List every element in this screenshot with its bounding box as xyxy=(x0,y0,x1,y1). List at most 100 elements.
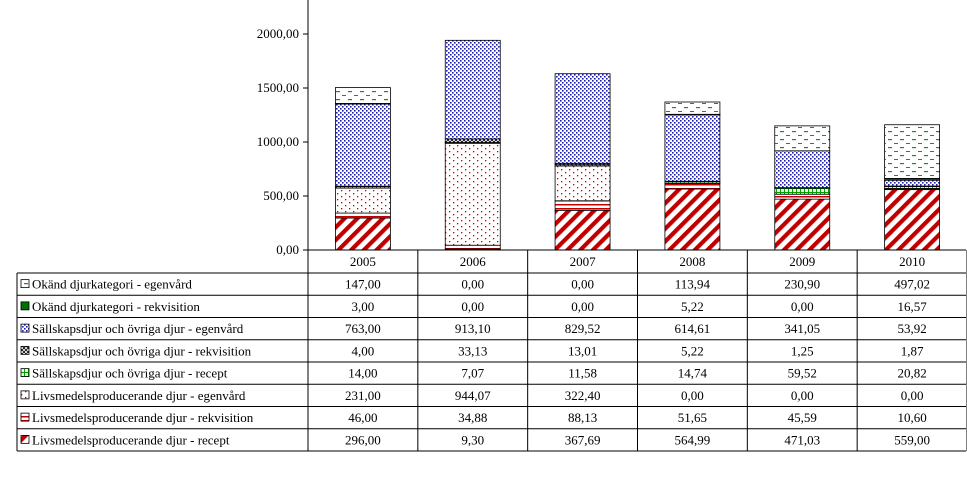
table-cell-value: 0,00 xyxy=(791,299,814,314)
table-cell-value: 7,07 xyxy=(461,366,484,381)
series-name: Livsmedelsproducerande djur - recept xyxy=(32,432,230,447)
table-cell-value: 147,00 xyxy=(345,277,381,292)
bar-segment xyxy=(335,217,391,251)
bars xyxy=(335,39,940,251)
table-cell-value: 3,00 xyxy=(352,299,375,314)
table-cell-value: 0,00 xyxy=(461,277,484,292)
table-cell-value: 944,07 xyxy=(455,388,491,403)
bar-segment xyxy=(774,187,831,195)
legend-key xyxy=(20,412,30,422)
bar-segment xyxy=(444,244,501,250)
table-cell-value: 296,00 xyxy=(345,432,381,447)
table-cell-value: 230,90 xyxy=(784,277,820,292)
series-name: Livsmedelsproducerande djur - egenvård xyxy=(32,388,246,403)
bar-segment xyxy=(774,125,831,152)
y-tick-label: 0,00 xyxy=(276,242,299,257)
table-cell-value: 829,52 xyxy=(565,321,601,336)
category-label: 2007 xyxy=(570,254,597,269)
bar-segment xyxy=(554,73,611,164)
table-cell-value: 4,00 xyxy=(352,343,375,358)
table-cell-value: 59,52 xyxy=(788,366,817,381)
bar-segment xyxy=(664,188,721,251)
table-cell-value: 322,40 xyxy=(565,388,601,403)
table-cell-value: 564,99 xyxy=(675,432,711,447)
table-cell-value: 913,10 xyxy=(455,321,491,336)
legend-key xyxy=(20,279,30,289)
bar-segment xyxy=(554,209,611,251)
y-tick-label: 500,00 xyxy=(263,188,299,203)
table-cell-value: 471,03 xyxy=(784,432,820,447)
table-cell-value: 14,00 xyxy=(348,366,377,381)
table-cell-value: 0,00 xyxy=(571,299,594,314)
table-cell-value: 0,00 xyxy=(681,388,704,403)
bar-segment xyxy=(335,212,391,219)
bar-segment xyxy=(554,165,611,202)
y-tick-label: 2000,00 xyxy=(257,26,299,41)
bar-segment xyxy=(664,114,721,182)
table-cell-value: 0,00 xyxy=(571,277,594,292)
bar-segment xyxy=(664,101,721,115)
bar-segment xyxy=(884,189,940,251)
bar-segment xyxy=(335,87,391,104)
bar-segment xyxy=(335,103,391,187)
y-tick-label: 1500,00 xyxy=(257,80,299,95)
legend-key xyxy=(20,434,30,444)
table-cell-value: 0,00 xyxy=(901,388,924,403)
table-cell-value: 5,22 xyxy=(681,343,704,358)
series-name: Sällskapsdjur och övriga djur - egenvård xyxy=(32,321,244,336)
table-cell-value: 497,02 xyxy=(894,277,930,292)
bar-segment xyxy=(444,138,501,143)
bar-segment xyxy=(774,193,831,200)
table-cell-value: 20,82 xyxy=(897,366,926,381)
table-cell-value: 1,25 xyxy=(791,343,814,358)
category-label: 2008 xyxy=(679,254,705,269)
table-cell-value: 341,05 xyxy=(784,321,820,336)
bar-segment xyxy=(884,179,940,187)
series-name: Livsmedelsproducerande djur - rekvisitio… xyxy=(32,410,254,425)
y-axis: 0,00 500,00 1000,00 1500,00 2000,00 xyxy=(257,0,309,257)
table-cell-value: 88,13 xyxy=(568,410,597,425)
legend-key xyxy=(20,345,30,355)
bar-segment xyxy=(774,198,831,251)
legend-key xyxy=(20,368,30,378)
category-label: 2006 xyxy=(460,254,487,269)
category-label: 2005 xyxy=(350,254,376,269)
bar-segment xyxy=(444,142,501,246)
legend-key xyxy=(20,390,30,400)
legend-key xyxy=(20,301,30,311)
table-cell-value: 231,00 xyxy=(345,388,381,403)
series-name: Sällskapsdjur och övriga djur - rekvisit… xyxy=(32,343,252,358)
table-cell-value: 0,00 xyxy=(461,299,484,314)
category-label: 2010 xyxy=(899,254,925,269)
table-cell-value: 33,13 xyxy=(458,343,487,358)
table-cell-value: 367,69 xyxy=(565,432,601,447)
table-cell-value: 11,58 xyxy=(568,366,597,381)
table-cell-value: 10,60 xyxy=(897,410,926,425)
table-cell-value: 113,94 xyxy=(675,277,711,292)
data-table: 2005 2006 2007 2008 2009 2010 Okänd djurkatego… xyxy=(16,249,967,452)
table-cell-value: 9,30 xyxy=(461,432,484,447)
bar-segment xyxy=(774,150,831,189)
table-cell-value: 559,00 xyxy=(894,432,930,447)
table-cell-value: 53,92 xyxy=(897,321,926,336)
table-cell-value: 763,00 xyxy=(345,321,381,336)
table-cell-value: 46,00 xyxy=(348,410,377,425)
category-label: 2009 xyxy=(789,254,815,269)
bar-segment xyxy=(444,39,501,140)
table-cell-value: 16,57 xyxy=(897,299,927,314)
table-cell-value: 51,65 xyxy=(678,410,707,425)
series-name: Okänd djurkategori - rekvisition xyxy=(32,299,200,314)
table-cell-value: 14,74 xyxy=(678,366,708,381)
legend-key xyxy=(20,323,30,333)
y-tick-label: 1000,00 xyxy=(257,134,299,149)
table-cell-value: 13,01 xyxy=(568,343,597,358)
bar-segment xyxy=(884,124,940,179)
table-cell-value: 1,87 xyxy=(901,343,924,358)
table-cell-value: 45,59 xyxy=(788,410,817,425)
table-cell-value: 614,61 xyxy=(675,321,711,336)
bar-segment xyxy=(554,200,611,211)
table-cell-value: 5,22 xyxy=(681,299,704,314)
series-name: Okänd djurkategori - egenvård xyxy=(32,277,192,292)
bar-segment xyxy=(664,183,721,190)
